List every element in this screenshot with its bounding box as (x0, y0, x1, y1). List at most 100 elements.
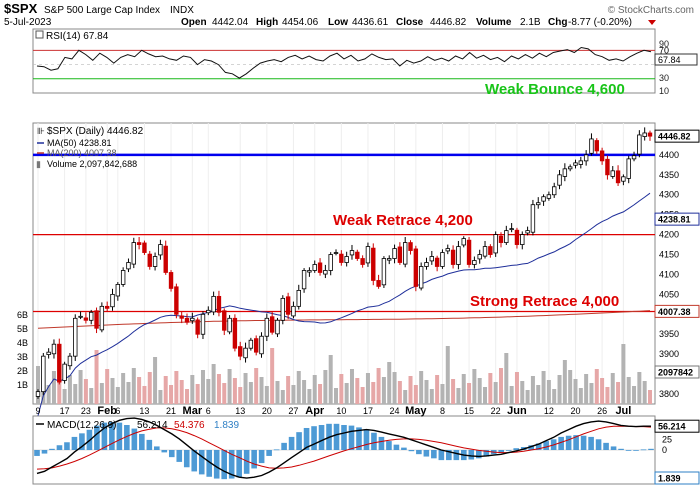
candle-body (631, 155, 637, 160)
candle-body (275, 319, 280, 335)
candle-body (520, 234, 525, 245)
volume-bar (605, 387, 610, 404)
macd-hist-bar (618, 448, 624, 450)
volume-bar (169, 385, 174, 404)
macd-hist-bar (236, 450, 242, 478)
candle-body (344, 256, 349, 263)
candle-body (142, 242, 147, 253)
candle-body (498, 235, 504, 243)
price-tag-ma200-box (654, 304, 700, 318)
volume-bar (275, 381, 280, 404)
candle-body (578, 160, 584, 165)
candle-body (115, 284, 121, 297)
candle-body (312, 264, 317, 271)
x-tick-label: 20 (570, 406, 580, 416)
macd-hist-bar (94, 425, 100, 450)
macd-hist-bar (595, 439, 602, 450)
x-tick-label: 13 (139, 406, 149, 416)
index-name: S&P 500 Large Cap Index (44, 5, 160, 16)
volume-bar (355, 378, 360, 404)
volume-tick: 5B (17, 324, 28, 334)
macd-hist-bar (333, 423, 340, 450)
macd-title: MACD(12,26,9) (47, 420, 116, 431)
candle-body (104, 305, 110, 309)
volume-bar (498, 368, 503, 404)
candle-body (253, 338, 259, 353)
volume-bar (307, 389, 312, 404)
candle-body (136, 242, 142, 245)
candle-body (120, 270, 126, 285)
candle-body (504, 230, 509, 243)
candle-body (296, 290, 301, 307)
volume-bar (483, 387, 488, 404)
macd-hist-bar (431, 450, 437, 459)
macd-hist-bar (528, 445, 534, 450)
macd-hist-bar (124, 425, 130, 450)
candle-body (424, 262, 429, 267)
volume-bar (142, 386, 147, 404)
candle-body (307, 270, 312, 273)
x-tick-label: 22 (491, 406, 501, 416)
candle-body (525, 230, 530, 234)
x-tick-label: 27 (288, 406, 298, 416)
candle-body (280, 297, 285, 321)
volume-bar (312, 375, 317, 404)
macd-hist-bar (588, 436, 594, 450)
volume-bar (488, 373, 493, 404)
volume-bar (381, 377, 386, 404)
volume-bar (296, 371, 301, 404)
volume-bar (616, 382, 621, 404)
volume-bar (349, 369, 354, 404)
macd-tick: 0 (662, 445, 667, 455)
candle-body (610, 170, 615, 177)
low-label: Low (328, 17, 348, 28)
macd-hist-bar (79, 433, 85, 450)
rsi-panel (32, 28, 656, 94)
volume-bar (472, 369, 477, 404)
quote-date: 5-Jul-2023 (4, 17, 52, 28)
macd-hist-bar (49, 448, 55, 450)
volume-tick: 2B (17, 366, 28, 376)
volume-bar (334, 388, 339, 404)
macd-hist-bar (483, 450, 490, 457)
macd-hist-bar (513, 448, 520, 450)
candle-body (583, 154, 589, 162)
candle-body (243, 347, 248, 359)
candle-body (472, 260, 477, 265)
price-tag-ma50: 4238.81 (658, 215, 691, 225)
macd-hist-bar (378, 436, 385, 450)
candle-body (291, 305, 296, 317)
volume-bar (286, 376, 291, 404)
macd-hist-value: 1.839 (214, 420, 239, 431)
macd-hist-bar (273, 449, 280, 451)
candle-body (168, 272, 174, 289)
candle-body (333, 252, 339, 254)
candle-body (488, 246, 493, 255)
candle-body (174, 286, 179, 315)
volume-bar (467, 383, 472, 404)
candle-body (387, 258, 392, 261)
volume-bar (200, 370, 205, 404)
candle-body (232, 317, 238, 349)
volume-bar (642, 381, 647, 404)
candle-body (445, 248, 450, 252)
macd-hist-bar (41, 450, 48, 454)
volume-bar (216, 374, 221, 404)
rsi-tick-30: 30 (659, 73, 669, 83)
price-tick: 4400 (659, 150, 679, 160)
candle-body (514, 229, 520, 245)
volume-bar (477, 378, 482, 404)
volume-bar (573, 379, 578, 404)
macd-hist-bar (64, 442, 70, 450)
volume-bar (153, 357, 158, 404)
candle-body (482, 246, 488, 257)
candle-body (206, 309, 211, 314)
volume-bar (589, 383, 594, 404)
volume-bar (520, 381, 525, 404)
volume-bar (51, 371, 56, 404)
volume-bar (594, 369, 599, 404)
candle-body (434, 257, 440, 267)
volume-bar (254, 368, 259, 404)
candle-body (637, 134, 642, 155)
price-panel (32, 122, 656, 405)
